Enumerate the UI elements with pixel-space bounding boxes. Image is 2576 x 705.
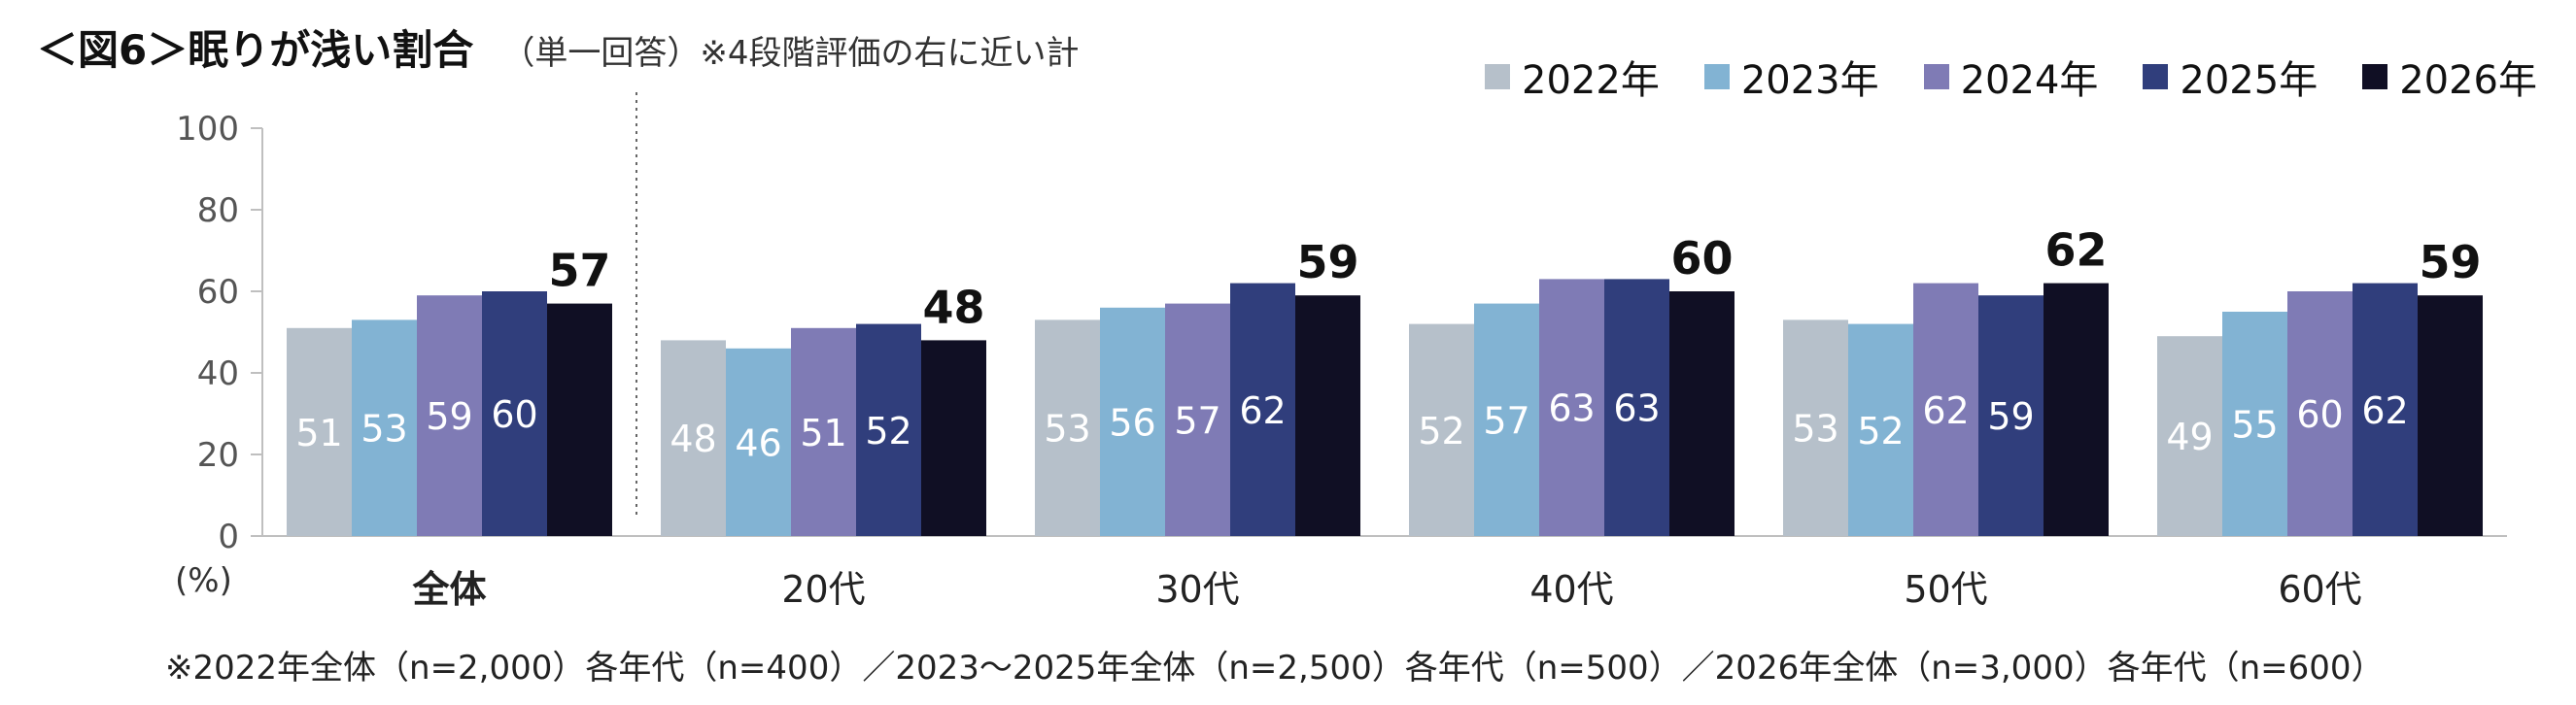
- data-label: 62: [1922, 389, 1969, 432]
- legend-swatch: [1703, 64, 1730, 89]
- bar: [1165, 303, 1230, 536]
- data-label: 59: [1296, 236, 1358, 288]
- data-label: 52: [1857, 410, 1904, 453]
- bar: [2222, 312, 2287, 536]
- x-tick-label: 30代: [1155, 568, 1239, 611]
- data-label: 53: [361, 408, 407, 451]
- bar: [921, 340, 986, 536]
- bar: [1783, 319, 1848, 536]
- legend-label: 2022年: [1522, 58, 1660, 103]
- data-label: 60: [2296, 393, 2343, 436]
- bar: [726, 348, 791, 536]
- bar: [1409, 323, 1474, 536]
- y-tick-label: 0: [218, 518, 239, 556]
- x-tick-label: 40代: [1529, 568, 1613, 611]
- bar: [1913, 283, 1978, 536]
- data-label: 52: [865, 410, 911, 453]
- data-label: 57: [1483, 399, 1529, 442]
- bar: [1474, 303, 1539, 536]
- data-label: 48: [670, 418, 716, 460]
- legend-swatch: [1485, 64, 1511, 89]
- bar: [1978, 295, 2044, 536]
- legend-item: 2025年: [2143, 49, 2318, 105]
- footnote: ※2022年全体（n=2,000）各年代（n=400）／2023～2025年全体…: [165, 649, 2385, 688]
- data-label: 55: [2231, 404, 2278, 447]
- y-tick-label: 20: [197, 436, 239, 475]
- chart-title: ＜図6＞眠りが浅い割合: [37, 26, 474, 74]
- bar: [1848, 323, 1913, 536]
- data-label: 60: [491, 393, 537, 436]
- x-tick-label: 60代: [2278, 568, 2361, 611]
- y-axis-unit-label: (%): [175, 561, 232, 600]
- data-label: 59: [2419, 236, 2481, 288]
- data-label: 63: [1613, 387, 1660, 430]
- bar: [1295, 295, 1360, 536]
- bar: [2287, 291, 2353, 536]
- y-tick-label: 60: [197, 273, 239, 312]
- bar: [417, 295, 482, 536]
- data-label: 51: [295, 412, 342, 454]
- x-tick-label: 20代: [781, 568, 865, 611]
- bar: [482, 291, 547, 536]
- legend-item: 2023年: [1703, 49, 1879, 105]
- legend-item: 2024年: [1923, 49, 2099, 105]
- data-label: 57: [548, 245, 610, 297]
- data-label: 62: [2361, 389, 2408, 432]
- y-tick-label: 80: [197, 191, 239, 230]
- y-tick-label: 40: [197, 354, 239, 393]
- data-label: 59: [1987, 395, 2034, 438]
- data-label: 53: [1792, 408, 1838, 451]
- data-label: 48: [922, 281, 984, 333]
- bar: [1230, 283, 1295, 536]
- data-label: 49: [2166, 416, 2213, 458]
- legend-label: 2025年: [2180, 58, 2318, 103]
- legend-swatch: [1923, 64, 1949, 89]
- data-label: 51: [800, 412, 846, 454]
- x-tick-label: 全体: [411, 568, 486, 611]
- bar: [2157, 336, 2222, 536]
- bar: [1669, 291, 1735, 536]
- bar: [2044, 283, 2109, 536]
- bar: [352, 319, 417, 536]
- legend-item: 2026年: [2362, 49, 2537, 105]
- x-tick-label: 50代: [1904, 568, 1987, 611]
- bar: [1100, 307, 1165, 536]
- data-label: 60: [1670, 232, 1733, 285]
- bar: [2418, 295, 2483, 536]
- data-label: 52: [1418, 410, 1464, 453]
- legend-label: 2026年: [2399, 58, 2537, 103]
- data-label: 63: [1548, 387, 1595, 430]
- chart-title-row: ＜図6＞眠りが浅い割合 （単一回答）※4段階評価の右に近い計: [37, 17, 1079, 77]
- data-label: 62: [1239, 389, 1286, 432]
- data-label: 56: [1109, 401, 1155, 444]
- chart-subtitle: （単一回答）※4段階評価の右に近い計: [501, 34, 1080, 73]
- bar: [791, 327, 856, 536]
- bar: [1539, 279, 1604, 536]
- data-label: 62: [2044, 224, 2107, 277]
- bar: [856, 323, 921, 536]
- bar: [1604, 279, 1669, 536]
- data-label: 46: [735, 421, 781, 464]
- data-label: 53: [1044, 408, 1090, 451]
- data-label: 59: [426, 395, 472, 438]
- y-tick-label: 100: [176, 110, 239, 149]
- data-label: 57: [1174, 399, 1220, 442]
- bar: [547, 303, 612, 536]
- legend-swatch: [2143, 64, 2169, 89]
- legend-item: 2022年: [1485, 49, 1660, 105]
- bar: [661, 340, 726, 536]
- legend-swatch: [2362, 64, 2388, 89]
- legend-label: 2024年: [1960, 58, 2099, 103]
- bar: [2353, 283, 2418, 536]
- legend: 2022年 2023年 2024年 2025年 2026年: [1485, 49, 2537, 105]
- legend-label: 2023年: [1740, 58, 1879, 103]
- bar: [287, 327, 352, 536]
- bar: [1035, 319, 1100, 536]
